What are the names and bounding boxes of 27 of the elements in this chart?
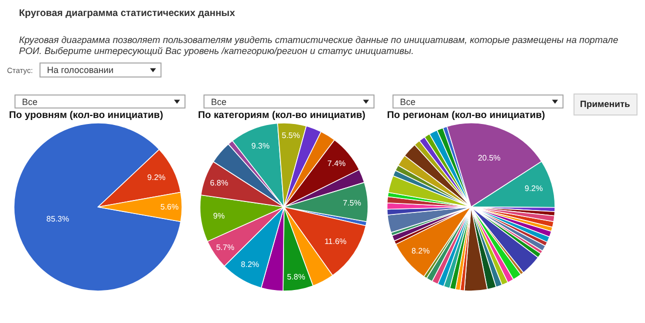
text: Круговая диаграмма позволяет пользователям увидеть статистические данные по инициативам, которые размещены на портале РОИ. Выберите интересующий Вас уровень /категорию/регион и статус инициативы. [19, 34, 618, 56]
data-label: 20.5% [478, 153, 501, 162]
data-label: 6.8% [210, 178, 228, 188]
data-label: 8.2% [411, 246, 430, 256]
data-label: 85.3% [46, 214, 70, 224]
text: Применить [580, 99, 631, 109]
data-label: 9.2% [147, 173, 166, 182]
text: Круговая диаграмма статистических данных [19, 8, 236, 19]
chart-title: По категориям (кол-во инициатив) [198, 110, 366, 121]
text: На голосовании [47, 65, 114, 75]
data-label: 5.8% [286, 272, 306, 282]
pie-slice [14, 122, 182, 292]
text: Все [22, 97, 38, 107]
chart-title: По уровням (кол-во инициатив) [9, 110, 164, 121]
data-label: 8.2% [240, 260, 260, 270]
data-label: 5.6% [160, 202, 179, 212]
data-label: 7.4% [327, 158, 346, 168]
data-label: 5.7% [216, 242, 234, 252]
data-label: 9.2% [524, 184, 543, 194]
data-label: 9.3% [251, 142, 270, 151]
data-label: 9% [213, 212, 225, 221]
data-label: 5.5% [282, 131, 300, 140]
data-label: 11.6% [324, 236, 347, 246]
data-label: 7.5% [342, 198, 362, 208]
text: Все [211, 97, 227, 107]
chart-title: По регионам (кол-во инициатив) [387, 110, 546, 121]
text: Все [400, 97, 416, 107]
